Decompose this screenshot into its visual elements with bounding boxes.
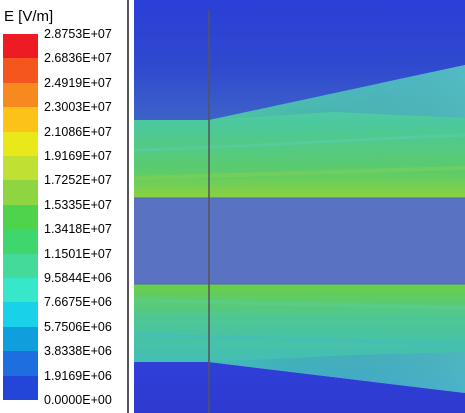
legend-swatch (3, 131, 38, 157)
legend-swatch (3, 107, 38, 133)
legend-swatch (3, 326, 38, 352)
legend-tick-label: 1.9169E+07 (44, 149, 112, 163)
contour-line (134, 166, 465, 180)
legend-tick-label: 2.3003E+07 (44, 100, 112, 115)
contour-line (134, 333, 465, 347)
panel-divider (127, 0, 129, 413)
legend-title: E [V/m] (4, 8, 54, 25)
legend-swatch (3, 229, 38, 255)
legend-swatch (3, 58, 38, 84)
dielectric-strip (134, 198, 465, 284)
legend-swatch (3, 278, 38, 303)
legend-swatch (3, 351, 38, 377)
legend-tick-label: 2.8753E+07 (44, 27, 112, 41)
field-plot (134, 0, 465, 413)
legend-swatch (3, 34, 38, 59)
legend-tick-label: 1.7252E+07 (44, 173, 112, 188)
legend-tick-label: 5.7506E+06 (44, 319, 112, 334)
legend-swatch (3, 180, 38, 206)
color-legend: E [V/m] 2.8753E+07 2.6836E+07 2.4919E+07 2.… (0, 0, 130, 413)
legend-swatch (3, 302, 38, 328)
lower-taper-edge (209, 352, 465, 393)
upper-taper-edge (209, 65, 465, 120)
legend-tick-label: 1.9169E+06 (44, 368, 112, 383)
legend-swatch (3, 156, 38, 181)
legend-tick-label: 1.5335E+07 (44, 197, 112, 212)
contour-line (134, 133, 465, 152)
legend-swatch (3, 375, 38, 401)
legend-color-scale (3, 34, 38, 401)
legend-tick-label: 2.6836E+07 (44, 51, 112, 66)
legend-tick-label: 9.5844E+06 (44, 271, 112, 285)
contour-line (134, 298, 465, 310)
legend-tick-label: 2.4919E+07 (44, 75, 112, 90)
legend-tick-label: 3.8338E+06 (44, 344, 112, 359)
legend-swatch (3, 204, 38, 230)
legend-tick-label: 1.1501E+07 (44, 246, 112, 261)
legend-tick-label: 1.3418E+07 (44, 222, 112, 237)
bottom-region (134, 362, 465, 413)
legend-swatch (3, 253, 38, 279)
legend-swatch (3, 82, 38, 108)
field-contour-image (134, 0, 465, 413)
legend-tick-label: 0.0000E+00 (44, 393, 112, 407)
legend-tick-label: 7.6675E+06 (44, 295, 112, 310)
legend-tick-label: 2.1086E+07 (44, 124, 112, 139)
